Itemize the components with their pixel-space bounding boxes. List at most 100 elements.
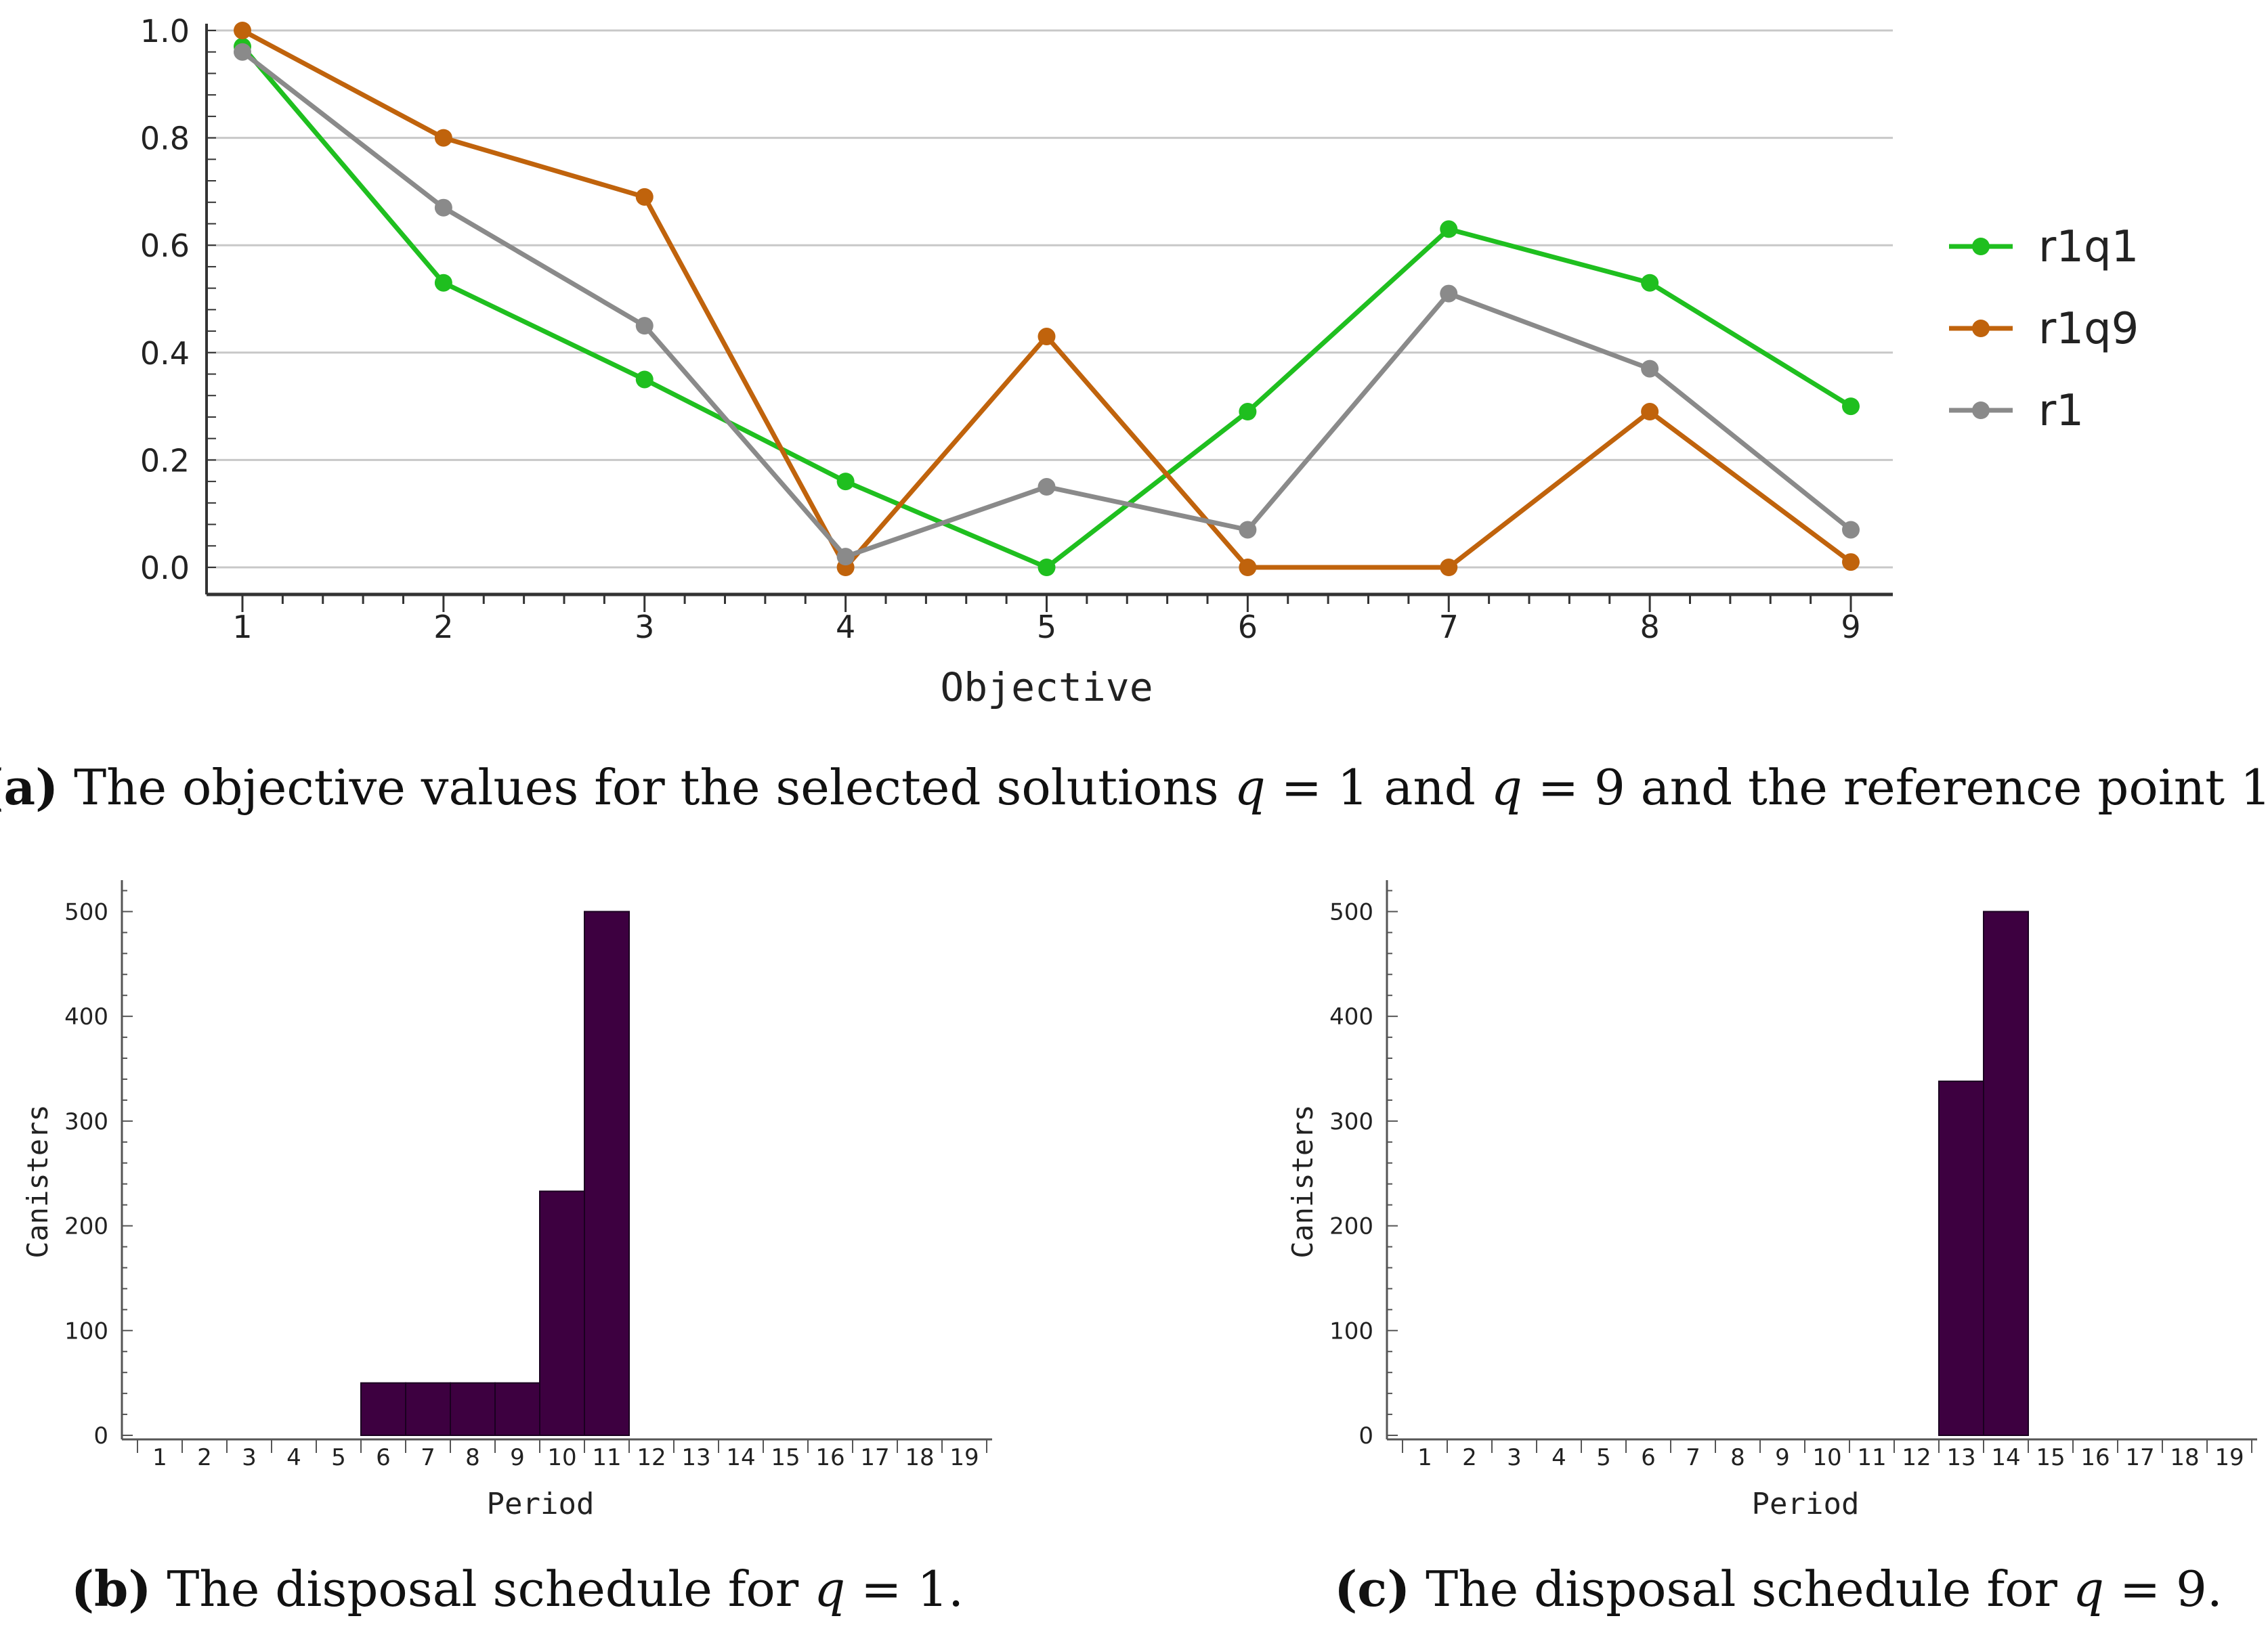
data-point-r1 xyxy=(1641,360,1659,378)
caption-b-text-1: The disposal schedule for xyxy=(167,1561,798,1617)
x-tick-label: 5 xyxy=(1596,1444,1611,1471)
y-axis-label: Canisters xyxy=(21,1104,54,1259)
data-point-r1 xyxy=(836,548,855,566)
bar xyxy=(494,1382,540,1436)
bar xyxy=(1983,911,2029,1436)
y-tick-label: 200 xyxy=(64,1213,108,1240)
x-tick-label: 7 xyxy=(1439,609,1459,645)
x-tick-label: 3 xyxy=(1507,1444,1522,1471)
x-tick-label: 9 xyxy=(510,1444,525,1471)
x-tick-label: 17 xyxy=(860,1444,889,1471)
x-tick-label: 2 xyxy=(197,1444,212,1471)
data-point-r1 xyxy=(1842,521,1860,539)
caption-c: (c) The disposal schedule for q = 9. xyxy=(1334,1560,2223,1617)
legend-swatch-marker xyxy=(1972,401,1990,419)
caption-c-var-1: q xyxy=(2073,1561,2104,1617)
caption-a-eq-1: = 1 and xyxy=(1281,759,1476,816)
data-point-r1q1 xyxy=(434,274,452,292)
caption-c-text-1: The disposal schedule for xyxy=(1426,1561,2057,1617)
y-tick-label: 0.4 xyxy=(140,335,190,372)
y-tick-label: 100 xyxy=(1329,1318,1373,1345)
y-tick-label: 100 xyxy=(64,1318,108,1345)
data-point-r1q1 xyxy=(836,473,855,491)
data-point-r1 xyxy=(1239,521,1257,539)
x-tick-label: 18 xyxy=(905,1444,934,1471)
x-tick-label: 15 xyxy=(2036,1444,2065,1471)
data-point-r1 xyxy=(1037,478,1056,496)
x-tick-label: 4 xyxy=(286,1444,301,1471)
bar xyxy=(539,1190,585,1436)
bar xyxy=(1938,1081,1984,1437)
x-tick-label: 12 xyxy=(1902,1444,1931,1471)
x-tick-label: 10 xyxy=(1812,1444,1841,1471)
x-tick-label: 12 xyxy=(637,1444,666,1471)
legend-label: r1 xyxy=(2038,386,2084,436)
legend-swatch-marker xyxy=(1972,320,1990,337)
objective-line-chart: 0.0 0.2 0.4 0.6 0.8 1.0 1 2 3 4 5 6 7 8 9 Objective r1q1… xyxy=(140,13,2139,710)
caption-a-label: (a) xyxy=(0,758,58,816)
x-tick-label: 14 xyxy=(726,1444,755,1471)
legend-swatch-marker xyxy=(1972,238,1990,255)
y-tick-label: 1.0 xyxy=(140,13,190,49)
legend-label: r1q9 xyxy=(2038,304,2139,354)
x-tick-label: 18 xyxy=(2170,1444,2199,1471)
y-tick-label: 300 xyxy=(1329,1108,1373,1135)
x-tick-label: 9 xyxy=(1841,609,1860,645)
x-tick-label: 6 xyxy=(376,1444,391,1471)
data-point-r1q9 xyxy=(1239,559,1257,576)
caption-a-eq-2: = 9 and the reference point 1. xyxy=(1538,759,2268,816)
bar xyxy=(450,1382,496,1436)
y-tick-label: 0.0 xyxy=(140,550,190,586)
x-tick-label: 7 xyxy=(1686,1444,1700,1471)
x-axis-label: Objective xyxy=(940,664,1153,710)
x-tick-label: 16 xyxy=(2080,1444,2110,1471)
y-axis-label: Canisters xyxy=(1286,1104,1319,1259)
y-tick-label: 300 xyxy=(64,1108,108,1135)
data-point-r1 xyxy=(1440,284,1458,303)
x-tick-label: 13 xyxy=(1946,1444,1975,1471)
x-tick-label: 5 xyxy=(331,1444,346,1471)
data-point-r1q1 xyxy=(1842,397,1860,416)
x-tick-label: 8 xyxy=(465,1444,480,1471)
data-point-r1q9 xyxy=(234,22,251,39)
x-tick-label: 10 xyxy=(547,1444,576,1471)
y-tick-label: 500 xyxy=(64,898,108,926)
y-tick-label: 0 xyxy=(1358,1422,1373,1450)
data-point-r1q9 xyxy=(635,188,654,206)
x-tick-label: 2 xyxy=(1462,1444,1477,1471)
data-point-r1q1 xyxy=(635,370,654,389)
x-tick-label: 16 xyxy=(815,1444,844,1471)
y-tick-label: 0 xyxy=(93,1422,108,1450)
y-tick-label: 500 xyxy=(1329,898,1373,926)
y-tick-label: 0.6 xyxy=(140,227,190,264)
x-tick-label: 4 xyxy=(1552,1444,1566,1471)
x-tick-label: 7 xyxy=(421,1444,435,1471)
y-tick-label: 400 xyxy=(64,1003,108,1030)
x-tick-label: 1 xyxy=(232,609,252,645)
x-tick-label: 4 xyxy=(836,609,855,645)
data-point-r1q1 xyxy=(1239,403,1257,421)
caption-b: (b) The disposal schedule for q = 1. xyxy=(71,1560,964,1617)
x-tick-label: 14 xyxy=(1991,1444,2020,1471)
data-point-r1q9 xyxy=(1842,553,1860,571)
x-tick-label: 2 xyxy=(433,609,453,645)
caption-a-var-1: q xyxy=(1235,759,1266,816)
y-tick-label: 0.2 xyxy=(140,442,190,479)
bar xyxy=(360,1382,406,1436)
data-point-r1q9 xyxy=(434,129,452,147)
y-tick-label: 200 xyxy=(1329,1213,1373,1240)
x-tick-label: 8 xyxy=(1640,609,1659,645)
bar xyxy=(405,1382,451,1436)
x-tick-label: 6 xyxy=(1238,609,1258,645)
data-point-r1q1 xyxy=(1641,274,1659,292)
caption-b-eq-1: = 1. xyxy=(861,1561,964,1617)
data-point-r1q1 xyxy=(1440,220,1458,238)
data-point-r1 xyxy=(434,198,452,217)
x-tick-label: 1 xyxy=(152,1444,167,1471)
data-point-r1q9 xyxy=(1641,403,1659,421)
y-tick-label: 0.8 xyxy=(140,121,190,157)
data-point-r1q1 xyxy=(1037,559,1056,576)
data-point-r1 xyxy=(234,43,251,61)
